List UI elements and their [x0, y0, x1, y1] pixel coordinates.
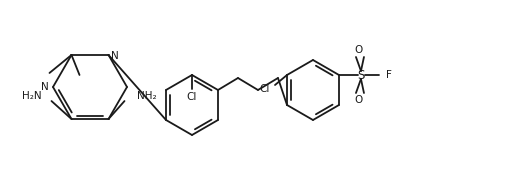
Text: N: N — [41, 82, 49, 92]
Text: O: O — [355, 95, 363, 105]
Text: H₂N: H₂N — [22, 91, 42, 101]
Text: Cl: Cl — [187, 92, 197, 102]
Text: F: F — [386, 70, 392, 80]
Text: S: S — [357, 68, 364, 82]
Text: Cl: Cl — [260, 84, 270, 94]
Text: N: N — [111, 51, 118, 61]
Text: NH₂: NH₂ — [137, 91, 156, 101]
Text: O: O — [355, 45, 363, 55]
